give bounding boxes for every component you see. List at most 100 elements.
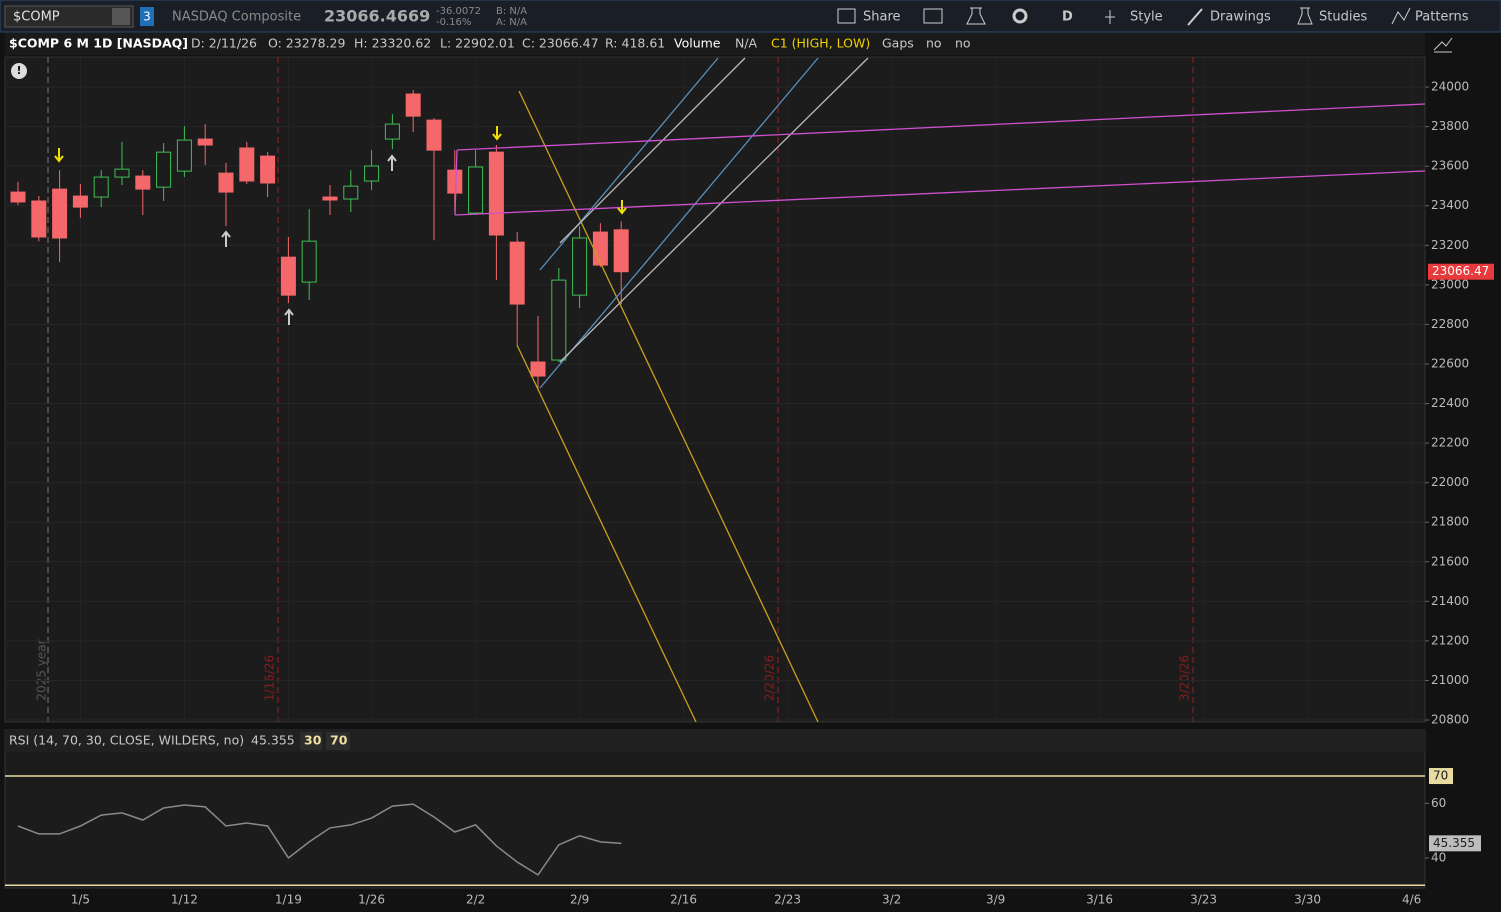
legend-volume-value: N/A [735,36,758,51]
candle-body [613,229,629,273]
description: NASDAQ Composite [172,10,301,25]
trendline [559,57,869,363]
candle-body [72,195,88,208]
y-tick-label: 20800 [1431,713,1469,727]
candle-body [364,165,380,182]
flask-icon[interactable] [966,7,986,25]
legend-close: C: 23066.47 [522,36,599,51]
y-tick-label: 23200 [1431,238,1469,252]
style-icon[interactable] [1105,10,1115,24]
y-tick-label: 21200 [1431,633,1469,647]
y-tick-label: 23000 [1431,277,1469,291]
x-tick-label: 1/19 [275,893,302,907]
y-tick-label: 24000 [1431,80,1469,94]
candle-body [93,176,109,198]
patterns-button[interactable]: Patterns [1415,10,1469,25]
buy-signal [387,154,397,171]
value-label: 45.355 [1433,836,1475,850]
candle-body [551,279,567,361]
share-button[interactable]: Share [863,10,901,25]
share-icon[interactable] [837,8,856,24]
studies-button[interactable]: Studies [1319,10,1367,25]
y-tick-label: 40 [1431,850,1446,864]
buy-signal [284,308,294,325]
x-tick-label: 1/12 [171,893,198,907]
drawings-icon[interactable] [1187,8,1203,26]
candle-body [322,196,338,201]
legend-open: O: 23278.29 [268,36,345,51]
grid-icon[interactable] [923,8,943,24]
trendline [539,57,819,389]
drawings [454,57,1426,723]
y-tick-label: 23600 [1431,159,1469,173]
legend-study: C1 (HIGH, LOW) [771,36,870,51]
candle-body [31,200,47,238]
symbol-box[interactable] [4,5,134,28]
rsi-title: RSI (14, 70, 30, CLOSE, WILDERS, no) [9,733,244,748]
candle-body [10,191,26,203]
rsi-level-low: 30 [304,733,322,748]
y-tick-label: 23800 [1431,119,1469,133]
candle-body [572,237,588,296]
level-label: 70 [1433,769,1448,783]
candle-body [176,139,192,172]
candle-body [114,168,130,178]
candle-body [384,123,400,140]
x-tick-label: 3/30 [1294,893,1321,907]
badge-box[interactable] [140,7,154,26]
x-tick-label: 2/23 [774,893,801,907]
candle-body [405,93,421,117]
symbol-dropdown[interactable] [112,8,130,25]
y-tick-label: 22800 [1431,317,1469,331]
candle-body [239,147,255,182]
plot-layer: 24000 23800 23600 23400 23200 23000 22800 22600… [5,57,1494,907]
x-tick-label: 3/23 [1190,893,1217,907]
last-price: 23066.4669 [324,7,430,26]
legend-high: H: 23320.62 [354,36,431,51]
rsi-header [5,730,1425,752]
y-tick-label: 21800 [1431,515,1469,529]
studies-icon[interactable] [1297,7,1313,25]
drawings-button[interactable]: Drawings [1210,10,1271,25]
trendline [559,57,746,244]
trendline [516,344,697,723]
sell-signal [617,200,627,215]
candle-body [343,185,359,200]
legend-gaps-1: no [926,36,942,51]
settings-icon[interactable] [1012,8,1028,24]
y-tick-label: 22600 [1431,356,1469,370]
candle-body [156,151,172,188]
rsi-level-box [326,732,350,750]
legend-title: $COMP 6 M 1D [NASDAQ] [9,36,188,51]
buy-signal [221,230,231,247]
change-pct: -0.16% [436,17,471,28]
value-box [1429,835,1481,852]
x-tick-label: 3/16 [1086,893,1113,907]
candle-body [509,241,525,305]
y-tick-label: 21400 [1431,594,1469,608]
style-button[interactable]: Style [1130,10,1163,25]
y-tick-label: 21600 [1431,554,1469,568]
patterns-icon[interactable] [1391,7,1411,25]
y-tick-label: 22400 [1431,396,1469,410]
candle-body [592,231,608,266]
sell-signal [54,148,64,163]
x-tick-label: 4/6 [1402,893,1421,907]
x-tick-label: 1/5 [71,893,90,907]
rsi-value: 45.355 [251,733,295,748]
badge: 3 [143,10,151,24]
legend-volume: Volume [674,36,721,51]
change: -36.0072 [436,6,481,17]
candle-body [197,138,213,146]
price-panel [4,56,1426,723]
candle-body [426,119,442,151]
legend-gaps: Gaps [882,36,914,51]
last-price-box [1428,263,1494,280]
chart-mode-icon[interactable] [1433,37,1453,53]
candle-body [447,169,463,194]
alert-icon[interactable] [11,63,27,79]
candle-body [52,188,68,239]
y-tick-label: 22000 [1431,475,1469,489]
alert-mark: ! [16,64,21,77]
period-button[interactable]: D [1062,10,1073,25]
